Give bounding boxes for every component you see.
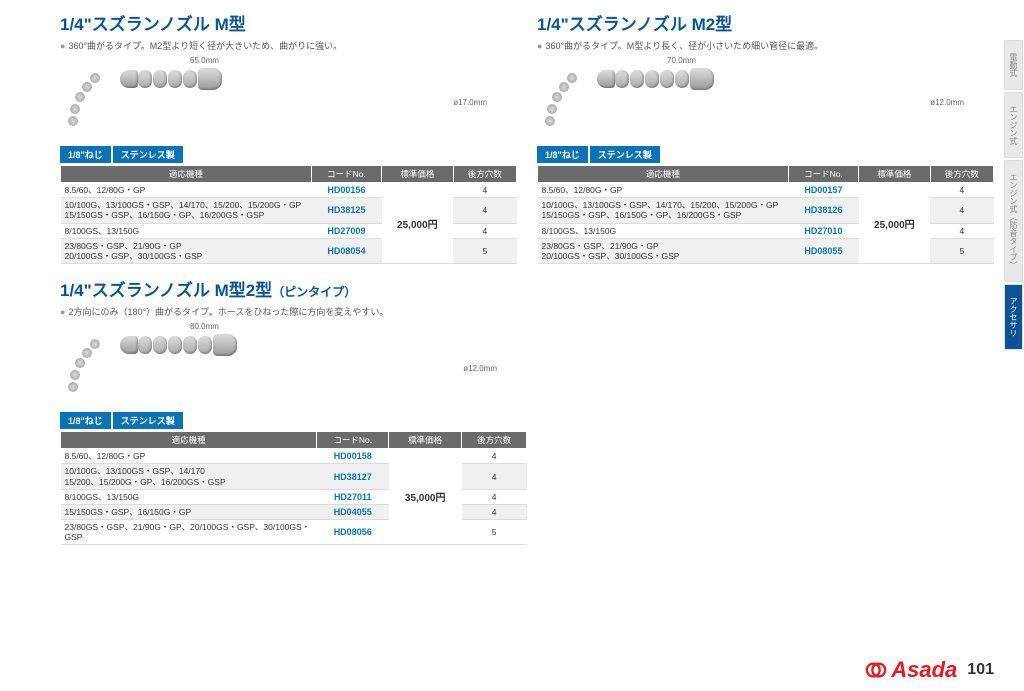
table-header: 適応機種 [538,166,789,183]
product-image: 65.0mmø17.0mm [60,58,517,138]
sidebar-tab-1[interactable]: エンジン式 [1004,92,1023,158]
table-row: 8.5/60、12/80G・GPHD0015625,000円4 [61,183,517,198]
code-cell: HD38127 [317,464,389,489]
table-header: コードNo. [311,166,381,183]
model-cell: 8.5/60、12/80G・GP [538,183,789,198]
product-description: 2方向にのみ（180°）曲がるタイプ。ホースをひねった際に方向を変えやすい。 [60,305,527,318]
table-header: 後方穴数 [453,166,516,183]
spec-table: 適応機種コードNo.標準価格後方穴数8.5/60、12/80G・GPHD0015… [60,165,517,264]
product-block-2: 1/4"スズランノズル M型2型（ピンタイプ） 2方向にのみ（180°）曲がるタイ… [60,276,527,545]
model-cell: 23/80GS・GSP、21/90G・GP、20/100GS・GSP、30/10… [61,520,317,545]
spec-badges: 1/8"ねじステンレス製 [60,412,527,429]
table-row: 8.5/60、12/80G・GPHD0015835,000円4 [61,449,527,464]
holes-cell: 4 [453,183,516,198]
table-header: コードNo. [788,166,858,183]
product-block-0: 1/4"スズランノズル M型 360°曲がるタイプ。M2型より短く径が大きいため、… [60,10,517,264]
model-cell: 8/100GS、13/150G [538,223,789,238]
sidebar-tab-3[interactable]: アクセサリ [1004,284,1023,350]
spec-table: 適応機種コードNo.標準価格後方穴数8.5/60、12/80G・GPHD0015… [60,431,527,545]
code-cell: HD38125 [311,198,381,223]
model-cell: 10/100G、13/100GS・GSP、14/170 15/200、15/20… [61,464,317,489]
table-header: 後方穴数 [930,166,993,183]
category-sidebar: 電動式エンジン式エンジン式（防音タイプ） アクセサリ [1004,40,1024,352]
holes-cell: 4 [453,198,516,223]
holes-cell: 4 [930,223,993,238]
code-cell: HD08055 [788,238,858,263]
product-block-1: 1/4"スズランノズル M2型 360°曲がるタイプ。M型より長く、径が小さいため… [537,10,994,264]
spec-badge: ステンレス製 [590,146,660,163]
table-header: 適応機種 [61,166,312,183]
code-cell: HD08056 [317,520,389,545]
model-cell: 15/150GS・GSP、16/150G・GP [61,504,317,519]
spec-badge: ステンレス製 [113,412,183,429]
model-cell: 8.5/60、12/80G・GP [61,183,312,198]
code-cell: HD27009 [311,223,381,238]
spec-badges: 1/8"ねじステンレス製 [537,146,994,163]
price-cell: 25,000円 [382,183,454,264]
holes-cell: 4 [462,464,527,489]
spec-badges: 1/8"ねじステンレス製 [60,146,517,163]
holes-cell: 5 [453,238,516,263]
holes-cell: 4 [930,198,993,223]
model-cell: 23/80GS・GSP、21/90G・GP 20/100GS・GSP、30/10… [538,238,789,263]
price-cell: 35,000円 [389,449,462,545]
table-header: 適応機種 [61,432,317,449]
page-number: 101 [967,661,994,679]
spec-table: 適応機種コードNo.標準価格後方穴数8.5/60、12/80G・GPHD0015… [537,165,994,264]
code-cell: HD00158 [317,449,389,464]
model-cell: 10/100G、13/100GS・GSP、14/170、15/200、15/20… [61,198,312,223]
spec-badge: 1/8"ねじ [60,412,111,429]
spec-badge: 1/8"ねじ [537,146,588,163]
model-cell: 10/100G、13/100GS・GSP、14/170、15/200、15/20… [538,198,789,223]
sidebar-tab-0[interactable]: 電動式 [1004,40,1023,90]
code-cell: HD00156 [311,183,381,198]
brand-logo: Asada [865,657,957,683]
model-cell: 8.5/60、12/80G・GP [61,449,317,464]
product-description: 360°曲がるタイプ。M型より長く、径が小さいため細い管径に最適。 [537,39,994,52]
holes-cell: 4 [462,489,527,504]
code-cell: HD04055 [317,504,389,519]
table-header: 標準価格 [389,432,462,449]
brand-name: Asada [891,657,957,683]
spec-badge: ステンレス製 [113,146,183,163]
holes-cell: 5 [462,520,527,545]
table-header: 標準価格 [859,166,931,183]
code-cell: HD27011 [317,489,389,504]
code-cell: HD08054 [311,238,381,263]
holes-cell: 4 [462,449,527,464]
table-header: コードNo. [317,432,389,449]
table-row: 8.5/60、12/80G・GPHD0015725,000円4 [538,183,994,198]
price-cell: 25,000円 [859,183,931,264]
holes-cell: 5 [930,238,993,263]
table-header: 標準価格 [382,166,454,183]
model-cell: 8/100GS、13/150G [61,223,312,238]
code-cell: HD27010 [788,223,858,238]
product-image: 70.0mmø12.0mm [537,58,994,138]
model-cell: 23/80GS・GSP、21/90G・GP 20/100GS・GSP、30/10… [61,238,312,263]
product-title: 1/4"スズランノズル M型 [60,10,517,35]
product-title: 1/4"スズランノズル M2型 [537,10,994,35]
holes-cell: 4 [930,183,993,198]
model-cell: 8/100GS、13/150G [61,489,317,504]
spec-badge: 1/8"ねじ [60,146,111,163]
sidebar-tab-2[interactable]: エンジン式（防音タイプ） [1004,160,1023,282]
product-image: 80.0mmø12.0mm [60,324,527,404]
table-header: 後方穴数 [462,432,527,449]
product-title: 1/4"スズランノズル M型2型（ピンタイプ） [60,276,527,301]
code-cell: HD00157 [788,183,858,198]
holes-cell: 4 [462,504,527,519]
code-cell: HD38126 [788,198,858,223]
product-description: 360°曲がるタイプ。M2型より短く径が大きいため、曲がりに強い。 [60,39,517,52]
holes-cell: 4 [453,223,516,238]
